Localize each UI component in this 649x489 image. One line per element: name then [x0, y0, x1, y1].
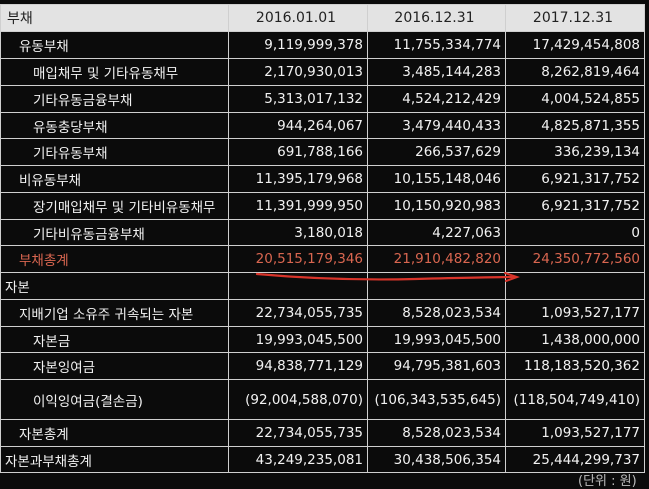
table-row: 장기매입채무 및 기타비유동채무 11,391,999,950 10,150,920… — [0, 192, 645, 220]
column-header-2017-12-31: 2017.12.31 — [505, 4, 645, 32]
table-row: 매입채무 및 기타유동채무 2,170,930,013 3,485,144,283 8… — [0, 58, 645, 86]
row-value: 8,528,023,534 — [367, 419, 506, 447]
row-label: 부채총계 — [0, 245, 229, 273]
row-value: 944,264,067 — [228, 112, 368, 139]
row-label: 자본총계 — [0, 419, 229, 447]
row-value: 24,350,772,560 — [505, 245, 645, 273]
row-value: 8,262,819,464 — [505, 58, 645, 86]
table-row: 유동부채 9,119,999,378 11,755,334,774 17,429,45… — [0, 31, 645, 59]
row-value: 94,795,381,603 — [367, 352, 506, 380]
row-value: 3,479,440,433 — [367, 112, 506, 139]
row-label: 자본 — [0, 272, 229, 300]
row-value: 30,438,506,354 — [367, 446, 506, 473]
row-value: 118,183,520,362 — [505, 352, 645, 380]
header-label: 부채 — [0, 4, 229, 32]
table-row: 자본금 19,993,045,500 19,993,045,500 1,438,000… — [0, 326, 645, 353]
row-value — [228, 272, 368, 300]
table-row: 자본 — [0, 272, 645, 300]
row-value: 4,524,212,429 — [367, 85, 506, 113]
table-row: 자본총계 22,734,055,735 8,528,023,534 1,093,527… — [0, 419, 645, 447]
row-value: 21,910,482,820 — [367, 245, 506, 273]
row-label: 자본과부채총계 — [0, 446, 229, 473]
row-value: 691,788,166 — [228, 138, 368, 166]
row-label: 비유동부채 — [0, 165, 229, 193]
unit-note: (단위 : 원) — [578, 474, 637, 489]
row-value: 43,249,235,081 — [228, 446, 368, 473]
row-label: 이익잉여금(결손금) — [0, 379, 229, 420]
row-label: 지배기업 소유주 귀속되는 자본 — [0, 299, 229, 327]
row-value: 2,170,930,013 — [228, 58, 368, 86]
row-value: 11,391,999,950 — [228, 192, 368, 220]
row-value: (106,343,535,645) — [367, 379, 506, 420]
row-value — [505, 272, 645, 300]
row-value: 3,485,144,283 — [367, 58, 506, 86]
table-row: 기타유동부채 691,788,166 266,537,629 336,239,134 — [0, 138, 645, 166]
row-label: 자본금 — [0, 326, 229, 353]
column-header-2016-12-31: 2016.12.31 — [367, 4, 506, 32]
row-value: 10,155,148,046 — [367, 165, 506, 193]
row-value: 3,180,018 — [228, 219, 368, 246]
row-value: 1,093,527,177 — [505, 299, 645, 327]
row-value: 4,004,524,855 — [505, 85, 645, 113]
row-value: (92,004,588,070) — [228, 379, 368, 420]
row-value: 22,734,055,735 — [228, 419, 368, 447]
table-row: 이익잉여금(결손금) (92,004,588,070) (106,343,535,6… — [0, 379, 645, 420]
row-value: 1,438,000,000 — [505, 326, 645, 353]
row-label: 기타유동부채 — [0, 138, 229, 166]
table-row: 기타비유동금융부채 3,180,018 4,227,063 0 — [0, 219, 645, 246]
row-value: 8,528,023,534 — [367, 299, 506, 327]
row-value — [367, 272, 506, 300]
row-value: 11,755,334,774 — [367, 31, 506, 59]
row-value: 6,921,317,752 — [505, 165, 645, 193]
row-value: 5,313,017,132 — [228, 85, 368, 113]
table-header-row: 부채 2016.01.01 2016.12.31 2017.12.31 — [0, 4, 645, 32]
row-value: 4,825,871,355 — [505, 112, 645, 139]
row-label: 유동부채 — [0, 31, 229, 59]
table-body: 유동부채 9,119,999,378 11,755,334,774 17,429,45… — [0, 31, 645, 473]
table-row: 자본잉여금 94,838,771,129 94,795,381,603 118,183… — [0, 352, 645, 380]
row-label: 매입채무 및 기타유동채무 — [0, 58, 229, 86]
table-row: 부채총계 20,515,179,346 21,910,482,820 24,350,7… — [0, 245, 645, 273]
row-label: 유동충당부채 — [0, 112, 229, 139]
row-value: 20,515,179,346 — [228, 245, 368, 273]
row-value: 94,838,771,129 — [228, 352, 368, 380]
row-value: 4,227,063 — [367, 219, 506, 246]
row-value: 9,119,999,378 — [228, 31, 368, 59]
row-value: 19,993,045,500 — [367, 326, 506, 353]
table-row: 자본과부채총계 43,249,235,081 30,438,506,354 25,44… — [0, 446, 645, 473]
row-value: 6,921,317,752 — [505, 192, 645, 220]
row-value: 11,395,179,968 — [228, 165, 368, 193]
row-value: 336,239,134 — [505, 138, 645, 166]
row-value: (118,504,749,410) — [505, 379, 645, 420]
table-row: 기타유동금융부채 5,313,017,132 4,524,212,429 4,004,… — [0, 85, 645, 113]
row-value: 1,093,527,177 — [505, 419, 645, 447]
row-label: 장기매입채무 및 기타비유동채무 — [0, 192, 229, 220]
row-value: 17,429,454,808 — [505, 31, 645, 59]
row-label: 기타유동금융부채 — [0, 85, 229, 113]
table-row: 유동충당부채 944,264,067 3,479,440,433 4,825,871,… — [0, 112, 645, 139]
table-row: 비유동부채 11,395,179,968 10,155,148,046 6,921,3… — [0, 165, 645, 193]
row-value: 19,993,045,500 — [228, 326, 368, 353]
row-value: 266,537,629 — [367, 138, 506, 166]
row-value: 10,150,920,983 — [367, 192, 506, 220]
row-value: 22,734,055,735 — [228, 299, 368, 327]
column-header-2016-01-01: 2016.01.01 — [228, 4, 368, 32]
row-value: 25,444,299,737 — [505, 446, 645, 473]
row-label: 기타비유동금융부채 — [0, 219, 229, 246]
row-label: 자본잉여금 — [0, 352, 229, 380]
row-value: 0 — [505, 219, 645, 246]
table-row: 지배기업 소유주 귀속되는 자본 22,734,055,735 8,528,023,… — [0, 299, 645, 327]
financial-table: 부채 2016.01.01 2016.12.31 2017.12.31 유동부채… — [0, 4, 645, 473]
